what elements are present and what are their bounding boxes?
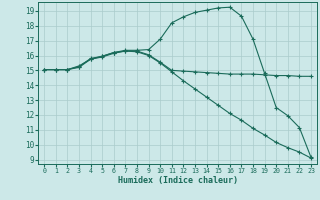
X-axis label: Humidex (Indice chaleur): Humidex (Indice chaleur) [118,176,238,185]
